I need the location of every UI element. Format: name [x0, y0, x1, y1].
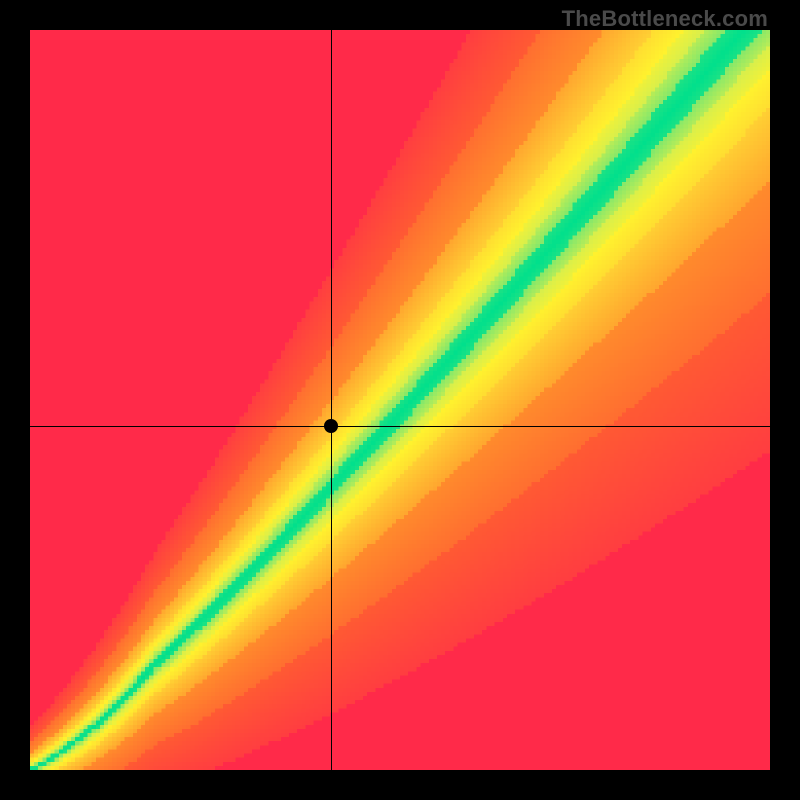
- heatmap-plot: [30, 30, 770, 770]
- heatmap-canvas: [30, 30, 770, 770]
- watermark-label: TheBottleneck.com: [562, 6, 768, 32]
- data-point-marker: [324, 419, 338, 433]
- crosshair-vertical: [331, 30, 332, 770]
- crosshair-horizontal: [30, 426, 770, 427]
